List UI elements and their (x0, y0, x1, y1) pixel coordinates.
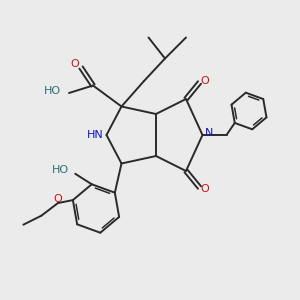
Text: O: O (53, 194, 62, 205)
Text: HO: HO (44, 86, 61, 97)
Text: N: N (205, 128, 213, 139)
Text: HN: HN (87, 130, 103, 140)
Text: O: O (70, 59, 79, 69)
Text: HO: HO (52, 165, 69, 175)
Text: O: O (200, 76, 209, 86)
Text: O: O (200, 184, 209, 194)
